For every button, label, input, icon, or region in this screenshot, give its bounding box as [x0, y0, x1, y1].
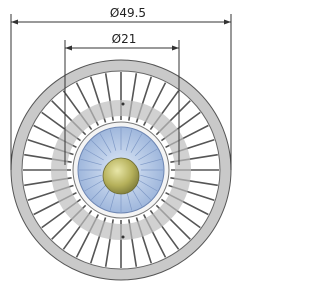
marker	[122, 103, 125, 106]
dimension-label: Ø21	[112, 32, 137, 46]
marker	[122, 236, 125, 239]
lamp-drawing: Ø49.5 Ø21	[0, 0, 241, 292]
page: Ø49.5 Ø21 (() => { const data = JSON.par…	[0, 0, 241, 292]
led-dome	[103, 158, 139, 194]
dimension-label: Ø49.5	[110, 6, 146, 20]
